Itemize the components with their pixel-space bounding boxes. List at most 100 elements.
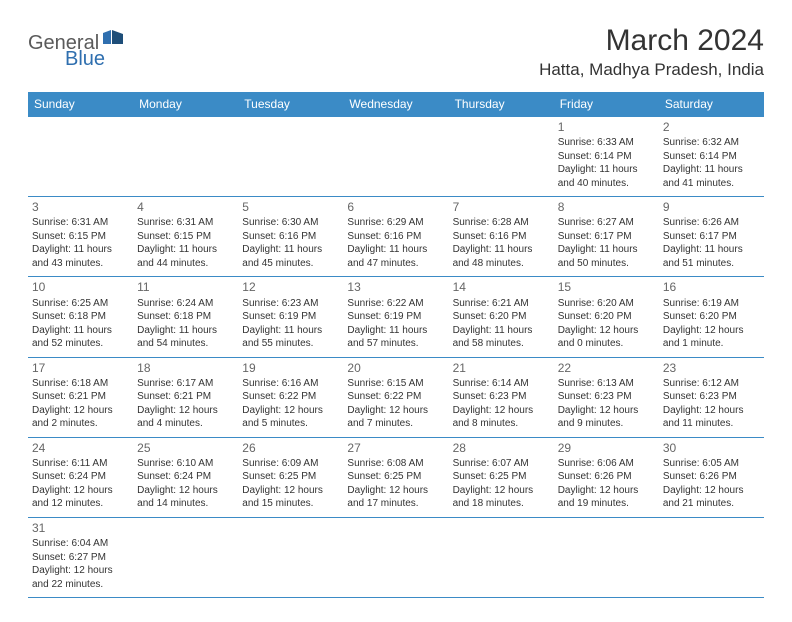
calendar-week-row: 10Sunrise: 6:25 AMSunset: 6:18 PMDayligh… xyxy=(28,277,764,357)
sunset-line: Sunset: 6:25 PM xyxy=(453,470,550,484)
day-number: 5 xyxy=(242,199,339,215)
sunrise-line: Sunrise: 6:21 AM xyxy=(453,297,550,311)
calendar-cell xyxy=(343,517,448,597)
calendar-cell xyxy=(238,517,343,597)
sunrise-line: Sunrise: 6:05 AM xyxy=(663,457,760,471)
day-of-week-row: SundayMondayTuesdayWednesdayThursdayFrid… xyxy=(28,92,764,117)
day-number: 23 xyxy=(663,360,760,376)
sunset-line: Sunset: 6:20 PM xyxy=(558,310,655,324)
sunset-line: Sunset: 6:19 PM xyxy=(347,310,444,324)
calendar-head: SundayMondayTuesdayWednesdayThursdayFrid… xyxy=(28,92,764,117)
sunrise-line: Sunrise: 6:20 AM xyxy=(558,297,655,311)
day-number: 25 xyxy=(137,440,234,456)
day-number: 22 xyxy=(558,360,655,376)
calendar-cell: 6Sunrise: 6:29 AMSunset: 6:16 PMDaylight… xyxy=(343,197,448,277)
day-number: 16 xyxy=(663,279,760,295)
day-number: 12 xyxy=(242,279,339,295)
day-number: 19 xyxy=(242,360,339,376)
sunset-line: Sunset: 6:17 PM xyxy=(558,230,655,244)
calendar-cell: 15 Sunrise: 6:20 AMSunset: 6:20 PMDayligh… xyxy=(554,277,659,357)
calendar-cell: 22Sunrise: 6:13 AMSunset: 6:23 PMDayligh… xyxy=(554,357,659,437)
calendar-cell xyxy=(238,117,343,197)
sunset-line: Sunset: 6:24 PM xyxy=(137,470,234,484)
sunset-line: Sunset: 6:16 PM xyxy=(242,230,339,244)
day-number: 1 xyxy=(558,119,655,135)
sunset-line: Sunset: 6:22 PM xyxy=(347,390,444,404)
sunrise-line: Sunrise: 6:08 AM xyxy=(347,457,444,471)
day-header: Sunday xyxy=(28,92,133,117)
daylight-line: Daylight: 11 hours and 48 minutes. xyxy=(453,243,550,270)
calendar-cell: 19Sunrise: 6:16 AMSunset: 6:22 PMDayligh… xyxy=(238,357,343,437)
sunrise-line: Sunrise: 6:23 AM xyxy=(242,297,339,311)
sunrise-line: Sunrise: 6:33 AM xyxy=(558,136,655,150)
calendar-cell: 14Sunrise: 6:21 AMSunset: 6:20 PMDayligh… xyxy=(449,277,554,357)
day-header: Monday xyxy=(133,92,238,117)
month-title: March 2024 xyxy=(539,24,764,58)
calendar-cell: 17Sunrise: 6:18 AMSunset: 6:21 PMDayligh… xyxy=(28,357,133,437)
sunrise-line: Sunrise: 6:30 AM xyxy=(242,216,339,230)
sunrise-line: Sunrise: 6:32 AM xyxy=(663,136,760,150)
sunrise-line: Sunrise: 6:09 AM xyxy=(242,457,339,471)
day-number: 10 xyxy=(32,279,129,295)
sunset-line: Sunset: 6:20 PM xyxy=(453,310,550,324)
calendar-cell: 29Sunrise: 6:06 AMSunset: 6:26 PMDayligh… xyxy=(554,437,659,517)
sunrise-line: Sunrise: 6:10 AM xyxy=(137,457,234,471)
calendar-cell: 8Sunrise: 6:27 AMSunset: 6:17 PMDaylight… xyxy=(554,197,659,277)
calendar-cell xyxy=(28,117,133,197)
day-number: 4 xyxy=(137,199,234,215)
day-number: 30 xyxy=(663,440,760,456)
day-number: 14 xyxy=(453,279,550,295)
daylight-line: Daylight: 12 hours and 0 minutes. xyxy=(558,324,655,351)
calendar-page: General March 2024 Hatta, Madhya Pradesh… xyxy=(0,0,792,622)
calendar-cell: 2Sunrise: 6:32 AMSunset: 6:14 PMDaylight… xyxy=(659,117,764,197)
daylight-line: Daylight: 12 hours and 15 minutes. xyxy=(242,484,339,511)
day-number: 21 xyxy=(453,360,550,376)
day-number: 29 xyxy=(558,440,655,456)
logo-flag-icon xyxy=(103,30,125,49)
sunrise-line: Sunrise: 6:22 AM xyxy=(347,297,444,311)
sunset-line: Sunset: 6:23 PM xyxy=(453,390,550,404)
calendar-table: SundayMondayTuesdayWednesdayThursdayFrid… xyxy=(28,92,764,598)
daylight-line: Daylight: 11 hours and 50 minutes. xyxy=(558,243,655,270)
sunset-line: Sunset: 6:14 PM xyxy=(558,150,655,164)
daylight-line: Daylight: 11 hours and 52 minutes. xyxy=(32,324,129,351)
day-number: 3 xyxy=(32,199,129,215)
sunset-line: Sunset: 6:19 PM xyxy=(242,310,339,324)
calendar-cell: 3Sunrise: 6:31 AMSunset: 6:15 PMDaylight… xyxy=(28,197,133,277)
daylight-line: Daylight: 12 hours and 2 minutes. xyxy=(32,404,129,431)
sunrise-line: Sunrise: 6:31 AM xyxy=(32,216,129,230)
sunrise-line: Sunrise: 6:12 AM xyxy=(663,377,760,391)
sunrise-line: Sunrise: 6:26 AM xyxy=(663,216,760,230)
calendar-cell: 16Sunrise: 6:19 AMSunset: 6:20 PMDayligh… xyxy=(659,277,764,357)
sunset-line: Sunset: 6:21 PM xyxy=(137,390,234,404)
sunrise-line: Sunrise: 6:16 AM xyxy=(242,377,339,391)
calendar-cell: 20Sunrise: 6:15 AMSunset: 6:22 PMDayligh… xyxy=(343,357,448,437)
sunrise-line: Sunrise: 6:31 AM xyxy=(137,216,234,230)
daylight-line: Daylight: 12 hours and 7 minutes. xyxy=(347,404,444,431)
sunset-line: Sunset: 6:23 PM xyxy=(663,390,760,404)
logo-blue-wrap: Blue xyxy=(67,48,105,71)
sunrise-line: Sunrise: 6:28 AM xyxy=(453,216,550,230)
calendar-cell xyxy=(449,517,554,597)
calendar-cell: 31Sunrise: 6:04 AMSunset: 6:27 PMDayligh… xyxy=(28,517,133,597)
daylight-line: Daylight: 11 hours and 43 minutes. xyxy=(32,243,129,270)
daylight-line: Daylight: 12 hours and 5 minutes. xyxy=(242,404,339,431)
day-number: 20 xyxy=(347,360,444,376)
calendar-cell: 11Sunrise: 6:24 AMSunset: 6:18 PMDayligh… xyxy=(133,277,238,357)
calendar-cell xyxy=(133,117,238,197)
daylight-line: Daylight: 11 hours and 44 minutes. xyxy=(137,243,234,270)
day-number: 2 xyxy=(663,119,760,135)
sunrise-line: Sunrise: 6:29 AM xyxy=(347,216,444,230)
day-number: 7 xyxy=(453,199,550,215)
sunset-line: Sunset: 6:26 PM xyxy=(663,470,760,484)
daylight-line: Daylight: 11 hours and 54 minutes. xyxy=(137,324,234,351)
day-number: 15 xyxy=(558,279,655,295)
sunset-line: Sunset: 6:18 PM xyxy=(137,310,234,324)
daylight-line: Daylight: 12 hours and 19 minutes. xyxy=(558,484,655,511)
day-number: 18 xyxy=(137,360,234,376)
logo-text-blue: Blue xyxy=(65,48,105,70)
sunset-line: Sunset: 6:21 PM xyxy=(32,390,129,404)
sunset-line: Sunset: 6:22 PM xyxy=(242,390,339,404)
daylight-line: Daylight: 11 hours and 51 minutes. xyxy=(663,243,760,270)
calendar-cell xyxy=(659,517,764,597)
